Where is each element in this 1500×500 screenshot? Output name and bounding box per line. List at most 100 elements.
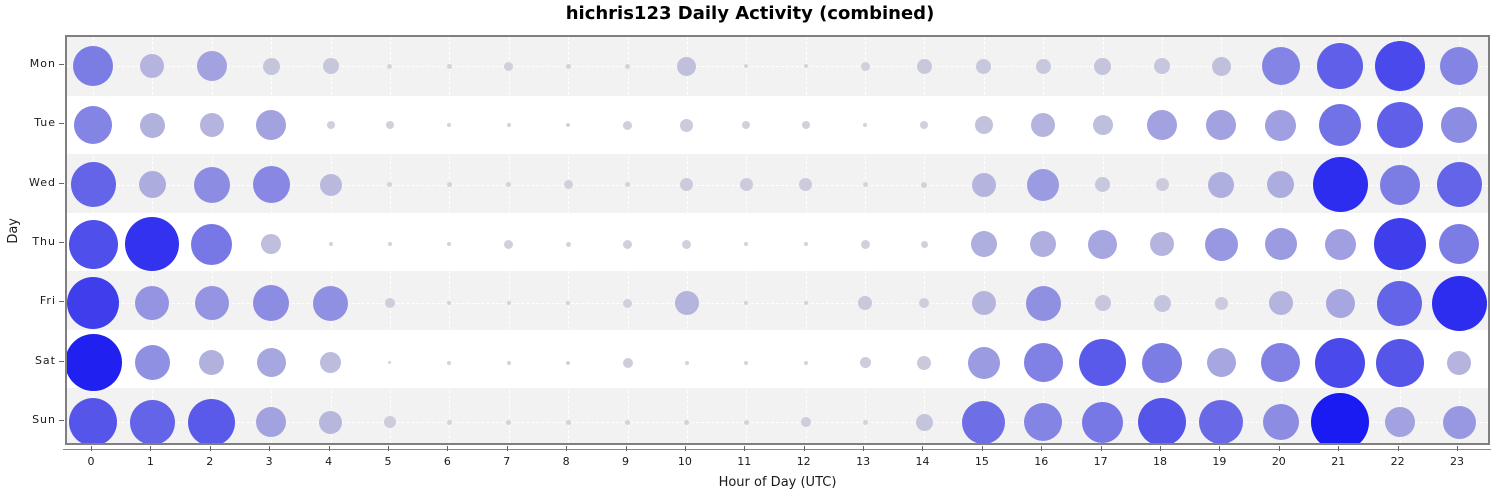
activity-bubble-mon-h6: [446, 63, 452, 69]
activity-bubble-sun-h0: [69, 398, 117, 443]
x-tick: [1219, 446, 1221, 451]
x-tick-label: 3: [265, 455, 273, 468]
activity-bubble-mon-h11: [744, 64, 749, 68]
activity-bubble-sat-h0: [67, 334, 122, 392]
activity-bubble-tue-h20: [1265, 109, 1297, 141]
activity-bubble-tue-h0: [74, 106, 112, 145]
activity-bubble-tue-h13: [863, 123, 868, 128]
activity-bubble-sun-h5: [383, 416, 396, 428]
activity-bubble-thu-h17: [1088, 229, 1118, 259]
activity-bubble-fri-h9: [623, 298, 633, 308]
gridline-vertical: [746, 37, 748, 443]
y-tick-label-tue: Tue: [34, 116, 56, 130]
activity-bubble-mon-h23: [1440, 47, 1478, 85]
activity-bubble-sun-h18: [1138, 398, 1187, 443]
x-tick-label: 4: [325, 455, 333, 468]
activity-bubble-thu-h9: [623, 239, 633, 249]
y-tick-label-thu: Thu: [32, 235, 56, 248]
activity-bubble-thu-h2: [191, 223, 233, 265]
activity-bubble-sun-h9: [625, 419, 631, 425]
activity-bubble-sat-h16: [1023, 343, 1063, 383]
x-tick-label: 17: [1093, 455, 1108, 468]
x-tick: [269, 446, 271, 451]
activity-bubble-tue-h17: [1092, 115, 1113, 136]
x-tick-label: 1: [146, 455, 154, 468]
y-tick: [59, 64, 64, 65]
activity-bubble-thu-h4: [328, 242, 333, 246]
activity-bubble-fri-h20: [1268, 291, 1293, 316]
x-tick-label: 11: [737, 455, 752, 468]
activity-bubble-sat-h7: [506, 360, 511, 365]
day-band-sun: [67, 388, 1488, 443]
activity-bubble-fri-h10: [674, 291, 699, 316]
x-tick: [803, 446, 805, 451]
activity-bubble-wed-h21: [1312, 157, 1368, 213]
x-tick: [1100, 446, 1102, 451]
activity-bubble-thu-h6: [447, 242, 452, 246]
activity-bubble-sun-h10: [684, 419, 690, 425]
activity-bubble-tue-h4: [326, 121, 335, 130]
x-tick: [684, 446, 686, 451]
activity-bubble-sat-h20: [1261, 343, 1301, 383]
activity-bubble-sat-h11: [744, 360, 749, 365]
activity-bubble-fri-h23: [1431, 275, 1487, 331]
gridline-horizontal: [67, 125, 1488, 127]
activity-bubble-sun-h6: [446, 419, 452, 425]
x-tick: [387, 446, 389, 451]
x-tick: [150, 446, 152, 451]
activity-bubble-wed-h10: [680, 178, 694, 192]
x-tick: [91, 446, 92, 451]
activity-bubble-sat-h5: [388, 361, 392, 365]
x-tick: [1041, 446, 1043, 451]
x-tick: [1397, 446, 1399, 451]
activity-bubble-sat-h6: [447, 360, 452, 365]
activity-bubble-mon-h10: [677, 56, 697, 76]
day-band-sat: [67, 329, 1488, 389]
activity-bubble-fri-h2: [194, 286, 229, 321]
activity-bubble-sun-h11: [743, 419, 749, 425]
activity-bubble-sat-h21: [1315, 337, 1366, 388]
activity-bubble-wed-h5: [387, 182, 393, 188]
activity-bubble-tue-h7: [506, 123, 511, 128]
activity-bubble-sun-h7: [506, 419, 512, 425]
activity-bubble-mon-h9: [625, 63, 631, 69]
activity-bubble-wed-h16: [1027, 168, 1060, 201]
activity-bubble-fri-h3: [253, 285, 290, 322]
activity-bubble-sun-h14: [915, 413, 933, 431]
x-tick: [922, 446, 924, 451]
activity-bubble-wed-h18: [1155, 178, 1169, 192]
x-tick-label: 15: [974, 455, 989, 468]
activity-bubble-wed-h23: [1436, 162, 1482, 208]
activity-bubble-sat-h22: [1375, 338, 1424, 387]
activity-bubble-sun-h17: [1082, 401, 1124, 443]
activity-bubble-sat-h4: [320, 352, 342, 374]
activity-bubble-fri-h17: [1094, 295, 1111, 312]
x-tick-label: 18: [1153, 455, 1168, 468]
activity-bubble-sat-h3: [256, 348, 286, 378]
activity-bubble-wed-h1: [138, 171, 166, 199]
activity-bubble-thu-h10: [682, 239, 692, 249]
activity-bubble-wed-h4: [319, 173, 342, 196]
activity-bubble-fri-h6: [447, 301, 452, 306]
day-band-wed: [67, 154, 1488, 213]
x-tick: [744, 446, 746, 451]
gridline-horizontal: [67, 303, 1488, 305]
activity-bubble-mon-h8: [565, 63, 571, 69]
activity-bubble-sat-h9: [622, 357, 633, 368]
activity-bubble-mon-h7: [504, 61, 514, 71]
activity-bubble-mon-h18: [1154, 58, 1171, 74]
activity-bubble-sun-h16: [1024, 403, 1063, 441]
activity-bubble-thu-h18: [1150, 232, 1175, 256]
activity-bubble-tue-h23: [1441, 107, 1477, 144]
activity-bubble-mon-h1: [140, 54, 165, 78]
activity-bubble-tue-h9: [623, 120, 633, 130]
activity-bubble-mon-h19: [1211, 56, 1231, 76]
activity-bubble-sat-h8: [566, 360, 571, 365]
activity-bubble-tue-h15: [974, 116, 993, 135]
activity-bubble-sun-h4: [319, 410, 343, 434]
activity-bubble-wed-h11: [739, 178, 753, 192]
activity-bubble-fri-h5: [384, 298, 395, 309]
activity-bubble-thu-h15: [970, 231, 997, 257]
activity-bubble-sat-h14: [917, 355, 932, 370]
x-tick-label: 8: [562, 455, 570, 468]
